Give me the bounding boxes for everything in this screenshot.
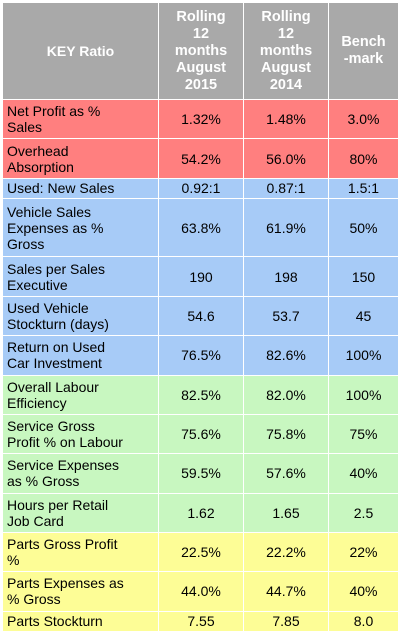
value-2014: 53.7 (243, 295, 329, 337)
value-2015: 54.6 (158, 295, 244, 337)
value-2015: 1.62 (158, 492, 244, 533)
value-2014: 0.87:1 (243, 177, 329, 199)
table-row: Parts Stockturn 7.55 7.85 8.0 (2, 610, 399, 633)
value-benchmark: 100% (328, 374, 399, 415)
ratio-label: Service Gross Profit % on Labour (2, 413, 159, 455)
ratio-label: Return on Used Car Investment (2, 335, 159, 376)
value-2014: 56.0% (243, 138, 329, 179)
value-benchmark: 3.0% (328, 98, 399, 140)
value-2014: 82.6% (243, 335, 329, 376)
value-2014: 1.48% (243, 98, 329, 140)
value-benchmark: 45 (328, 295, 399, 337)
value-2015: 59.5% (158, 453, 244, 494)
header-2015: Rolling 12 months August 2015 (158, 2, 244, 100)
value-2014: 44.7% (243, 571, 329, 612)
ratio-label: Parts Stockturn (2, 610, 159, 633)
ratio-label: Parts Expenses as% Gross (2, 571, 159, 612)
value-2015: 44.0% (158, 571, 244, 612)
value-2014: 1.65 (243, 492, 329, 533)
value-benchmark: 80% (328, 138, 399, 179)
header-2014: Rolling 12 months August 2014 (243, 2, 329, 100)
value-2015: 22.5% (158, 531, 244, 573)
ratio-label: Service Expenses as % Gross (2, 453, 159, 494)
table-row: Service Expenses as % Gross 59.5% 57.6% 40% (2, 453, 399, 494)
value-2015: 54.2% (158, 138, 244, 179)
ratio-label: Parts Gross Profit% (2, 531, 159, 573)
value-benchmark: 1.5:1 (328, 177, 399, 199)
value-benchmark: 22% (328, 531, 399, 573)
table-row: Used: New Sales 0.92:1 0.87:1 1.5:1 (2, 177, 399, 199)
header-benchmark: Bench -mark (328, 2, 399, 100)
ratio-label: Used: New Sales (2, 177, 159, 199)
value-2015: 1.32% (158, 98, 244, 140)
table-row: Return on Used Car Investment 76.5% 82.6% 10… (2, 335, 399, 376)
table-body: Net Profit as % Sales 1.32% 1.48% 3.0% Overhe… (2, 98, 399, 633)
value-2014: 82.0% (243, 374, 329, 415)
value-benchmark: 40% (328, 453, 399, 494)
table-row: Parts Gross Profit% 22.5% 22.2% 22% (2, 531, 399, 573)
value-2015: 7.55 (158, 610, 244, 633)
value-benchmark: 75% (328, 413, 399, 455)
value-benchmark: 8.0 (328, 610, 399, 633)
table-row: Vehicle Sales Expenses as % Gross 63.8% 61.9… (2, 197, 399, 258)
ratio-label: Hours per Retail Job Card (2, 492, 159, 533)
ratio-label: Overhead Absorption (2, 138, 159, 179)
value-2015: 63.8% (158, 197, 244, 258)
value-2015: 0.92:1 (158, 177, 244, 199)
value-benchmark: 40% (328, 571, 399, 612)
ratio-label: Net Profit as % Sales (2, 98, 159, 140)
value-2015: 190 (158, 256, 244, 297)
value-2014: 7.85 (243, 610, 329, 633)
header-row: KEY Ratio Rolling 12 months August 2015 … (2, 2, 399, 100)
value-2014: 57.6% (243, 453, 329, 494)
value-2015: 75.6% (158, 413, 244, 455)
value-benchmark: 2.5 (328, 492, 399, 533)
table-row: Net Profit as % Sales 1.32% 1.48% 3.0% (2, 98, 399, 140)
value-benchmark: 50% (328, 197, 399, 258)
value-2015: 76.5% (158, 335, 244, 376)
header-key-ratio: KEY Ratio (2, 2, 159, 100)
table-row: Service Gross Profit % on Labour 75.6% 75.8… (2, 413, 399, 455)
table-row: Sales per Sales Executive 190 198 150 (2, 256, 399, 297)
table-row: Hours per Retail Job Card 1.62 1.65 2.5 (2, 492, 399, 533)
value-2014: 198 (243, 256, 329, 297)
value-2015: 82.5% (158, 374, 244, 415)
value-2014: 75.8% (243, 413, 329, 455)
table-row: Parts Expenses as% Gross 44.0% 44.7% 40% (2, 571, 399, 612)
ratio-label: Vehicle Sales Expenses as % Gross (2, 197, 159, 258)
ratio-label: Used Vehicle Stockturn (days) (2, 295, 159, 337)
ratio-label: Overall Labour Efficiency (2, 374, 159, 415)
ratio-label: Sales per Sales Executive (2, 256, 159, 297)
value-benchmark: 150 (328, 256, 399, 297)
table-row: Overhead Absorption 54.2% 56.0% 80% (2, 138, 399, 179)
table-row: Used Vehicle Stockturn (days) 54.6 53.7 45 (2, 295, 399, 337)
value-2014: 61.9% (243, 197, 329, 258)
table-row: Overall Labour Efficiency 82.5% 82.0% 100% (2, 374, 399, 415)
value-2014: 22.2% (243, 531, 329, 573)
value-benchmark: 100% (328, 335, 399, 376)
